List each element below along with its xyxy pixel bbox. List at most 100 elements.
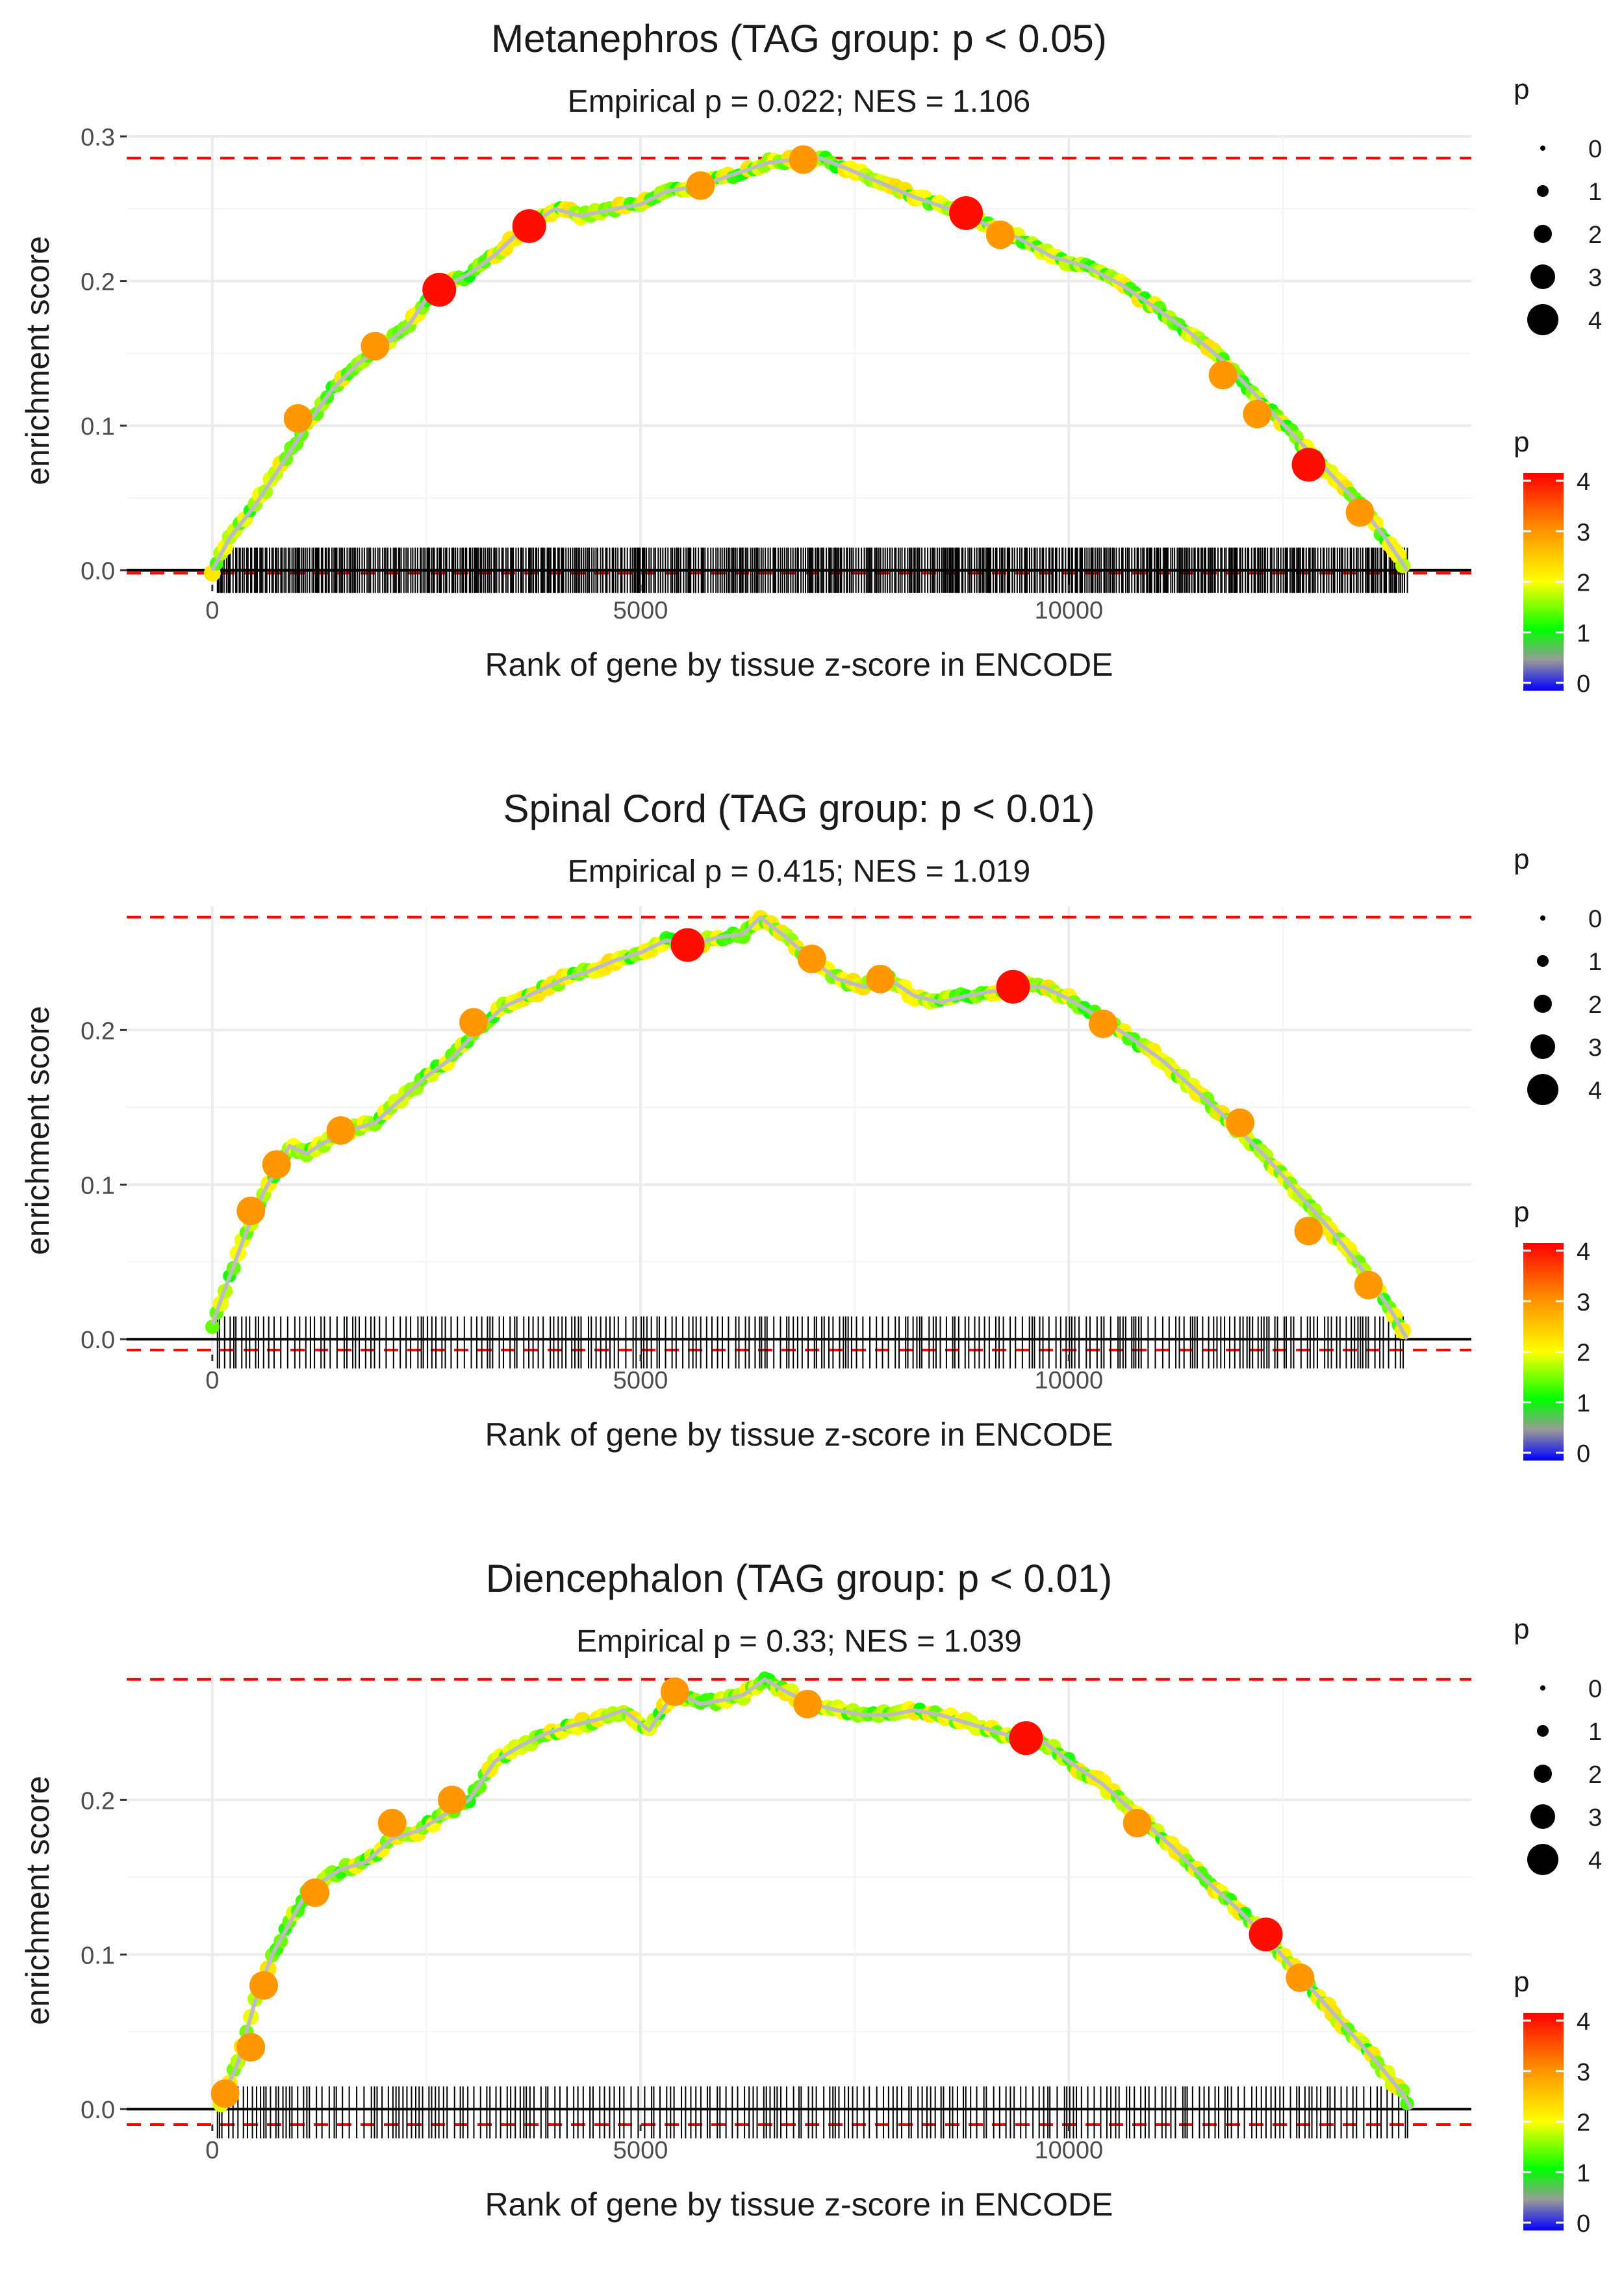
size-legend-label: 3 [1588, 1034, 1602, 1062]
y-axis-label: enrichment score [19, 236, 56, 485]
y-axis-label: enrichment score [19, 1776, 56, 2025]
y-tick-label: 0.2 [81, 269, 115, 296]
y-tick-label: 0.0 [81, 1327, 115, 1354]
color-legend-label: 2 [1577, 570, 1590, 597]
color-legend-label: 0 [1577, 2210, 1590, 2238]
significant-point [793, 1689, 822, 1718]
significant-point [210, 2079, 240, 2108]
significant-point [377, 1809, 407, 1838]
size-legend-dot [1537, 1725, 1549, 1737]
significant-point [1249, 1917, 1283, 1952]
running-score-line [219, 1677, 1414, 2110]
significant-point [1291, 448, 1326, 482]
chart-subtitle: Empirical p = 0.33; NES = 1.039 [576, 1624, 1022, 1659]
color-legend-label: 1 [1577, 1390, 1590, 1417]
significant-point [459, 1008, 488, 1037]
size-legend-title: p [1514, 1613, 1529, 1645]
significant-point [236, 1196, 266, 1225]
chart-panel-1: 0.0 0.1 0.2 0.3 0 5000 10000 Metanephros (TAG g… [19, 17, 1602, 698]
significant-point [512, 209, 546, 243]
y-tick-label: 0.1 [81, 1172, 115, 1199]
color-legend-label: 0 [1577, 671, 1590, 698]
chart-title: Metanephros (TAG group: p < 0.05) [491, 17, 1107, 60]
x-axis-label: Rank of gene by tissue z-score in ENCODE [485, 646, 1113, 683]
significant-point [660, 1677, 689, 1706]
color-legend-label: 4 [1577, 2008, 1590, 2036]
chart-panel-3: 0.0 0.1 0.2 0 5000 10000 Diencephalon (TAG gro… [19, 1557, 1602, 2238]
significant-point [326, 1116, 355, 1145]
significant-point [1354, 1270, 1383, 1299]
significant-point [797, 944, 826, 973]
size-legend-dot [1537, 185, 1549, 197]
significant-point [438, 1785, 467, 1815]
size-legend-label: 3 [1588, 1804, 1602, 1832]
significant-point [949, 196, 983, 230]
color-legend-title: p [1514, 426, 1529, 458]
significant-point [789, 145, 818, 174]
running-score-line [210, 915, 1409, 1340]
size-legend-dot [1537, 955, 1549, 967]
x-axis-label: Rank of gene by tissue z-score in ENCODE [485, 1416, 1113, 1453]
y-tick-label: 0.0 [81, 2097, 115, 2124]
y-axis-label: enrichment score [19, 1006, 56, 1255]
size-legend-dot [1540, 146, 1545, 151]
x-tick-label: 10000 [1034, 2137, 1103, 2164]
color-legend-label: 1 [1577, 2160, 1590, 2187]
gene-hit-ticks [216, 1316, 1404, 1369]
size-legend-label: 2 [1588, 222, 1602, 249]
size-legend-label: 1 [1588, 1718, 1602, 1746]
significant-point [262, 1150, 291, 1179]
significant-point [670, 928, 705, 962]
significant-point [1226, 1108, 1255, 1138]
significant-point [686, 171, 715, 200]
color-legend-title: p [1514, 1966, 1529, 1998]
significant-point [1294, 1216, 1323, 1246]
color-legend-label: 3 [1577, 2059, 1590, 2086]
size-legend-dot [1534, 225, 1552, 243]
gene-hit-ticks [216, 2086, 1408, 2139]
size-legend-dot [1540, 1685, 1545, 1691]
size-legend-dot [1527, 1844, 1558, 1875]
size-legend-dot [1530, 264, 1555, 289]
size-legend-dot [1527, 304, 1558, 335]
significant-point [1345, 498, 1375, 527]
significant-point [301, 1878, 330, 1908]
x-tick-label: 0 [205, 1367, 219, 1394]
color-legend-label: 3 [1577, 1289, 1590, 1316]
chart-subtitle: Empirical p = 0.415; NES = 1.019 [568, 854, 1030, 889]
x-tick-label: 0 [205, 2137, 219, 2164]
x-tick-label: 10000 [1034, 1367, 1103, 1394]
significant-point [283, 404, 312, 433]
significant-point [361, 331, 390, 361]
significant-point [236, 2033, 266, 2062]
significant-point [1243, 400, 1272, 429]
size-legend-label: 0 [1588, 1676, 1602, 1703]
size-legend-label: 4 [1588, 307, 1602, 335]
size-legend-dot [1534, 995, 1552, 1013]
size-legend-label: 0 [1588, 136, 1602, 163]
size-legend-dot [1534, 1765, 1552, 1783]
chart-subtitle: Empirical p = 0.022; NES = 1.106 [568, 84, 1030, 119]
size-legend-dot [1530, 1034, 1555, 1059]
y-tick-label: 0.1 [81, 1942, 115, 1969]
y-tick-label: 0.3 [81, 124, 115, 151]
significant-point [249, 1971, 278, 2000]
x-tick-label: 5000 [613, 597, 668, 624]
x-tick-label: 10000 [1034, 597, 1103, 624]
x-tick-label: 5000 [613, 1367, 668, 1394]
size-legend-dot [1530, 1804, 1555, 1829]
significant-point [1208, 361, 1237, 390]
chart-title: Spinal Cord (TAG group: p < 0.01) [503, 787, 1095, 830]
x-axis-label: Rank of gene by tissue z-score in ENCODE [485, 2186, 1113, 2223]
y-tick-label: 0.0 [81, 558, 115, 585]
y-tick-label: 0.1 [81, 413, 115, 441]
color-legend-label: 2 [1577, 2110, 1590, 2137]
y-tick-label: 0.2 [81, 1787, 115, 1815]
significant-point [996, 969, 1030, 1004]
significant-point [866, 964, 895, 993]
size-legend-label: 1 [1588, 179, 1602, 206]
size-legend-label: 2 [1588, 1761, 1602, 1789]
significant-point [1089, 1009, 1118, 1038]
x-tick-label: 5000 [613, 2137, 668, 2164]
